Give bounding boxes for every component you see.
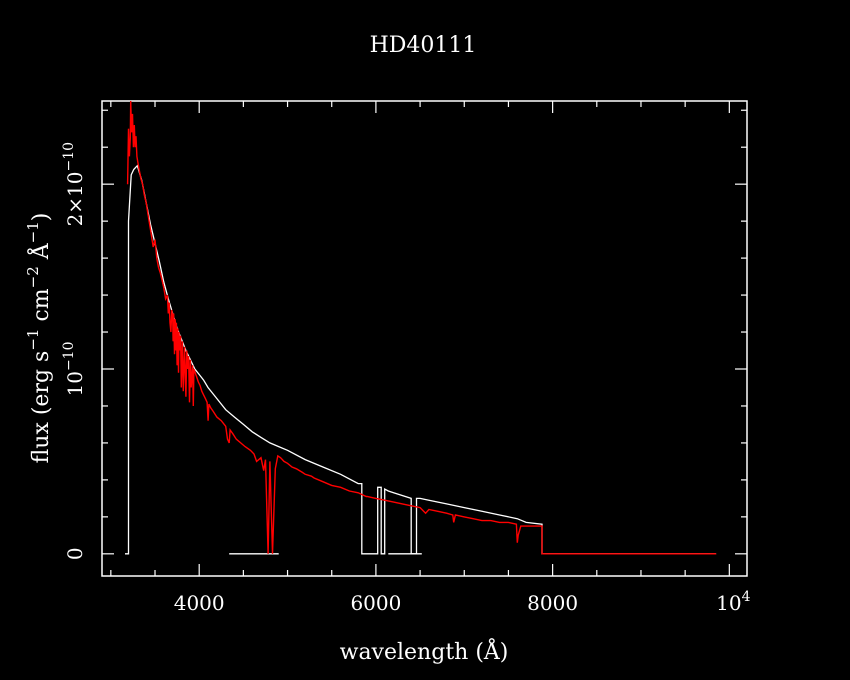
major-ticks	[102, 101, 747, 576]
minor-ticks	[102, 101, 747, 576]
chart-title: HD40111	[370, 33, 477, 58]
y-tick-label-0: 0	[63, 547, 87, 560]
y-tick-labels: 0 10−10 2×10−10	[61, 142, 87, 560]
y-tick-label-1: 10−10	[61, 342, 87, 397]
series-layer	[125, 100, 717, 555]
y-tick-label-2: 2×10−10	[61, 142, 87, 226]
x-tick-label-6000: 6000	[350, 591, 401, 615]
series-line-observed	[125, 164, 717, 555]
x-tick-label-10000: 104	[716, 589, 750, 615]
x-tick-label-4000: 4000	[174, 591, 225, 615]
x-tick-last-exp: 4	[742, 589, 751, 605]
series-line-model	[126, 100, 717, 555]
x-tick-label-8000: 8000	[527, 591, 578, 615]
y-axis-label: flux (erg s−1 cm−2 Å−1)	[24, 213, 54, 464]
x-tick-labels: 4000 6000 8000	[174, 591, 578, 615]
plot-frame	[101, 100, 748, 577]
x-axis-label: wavelength (Å)	[340, 637, 509, 665]
x-tick-last-base: 10	[716, 591, 741, 615]
